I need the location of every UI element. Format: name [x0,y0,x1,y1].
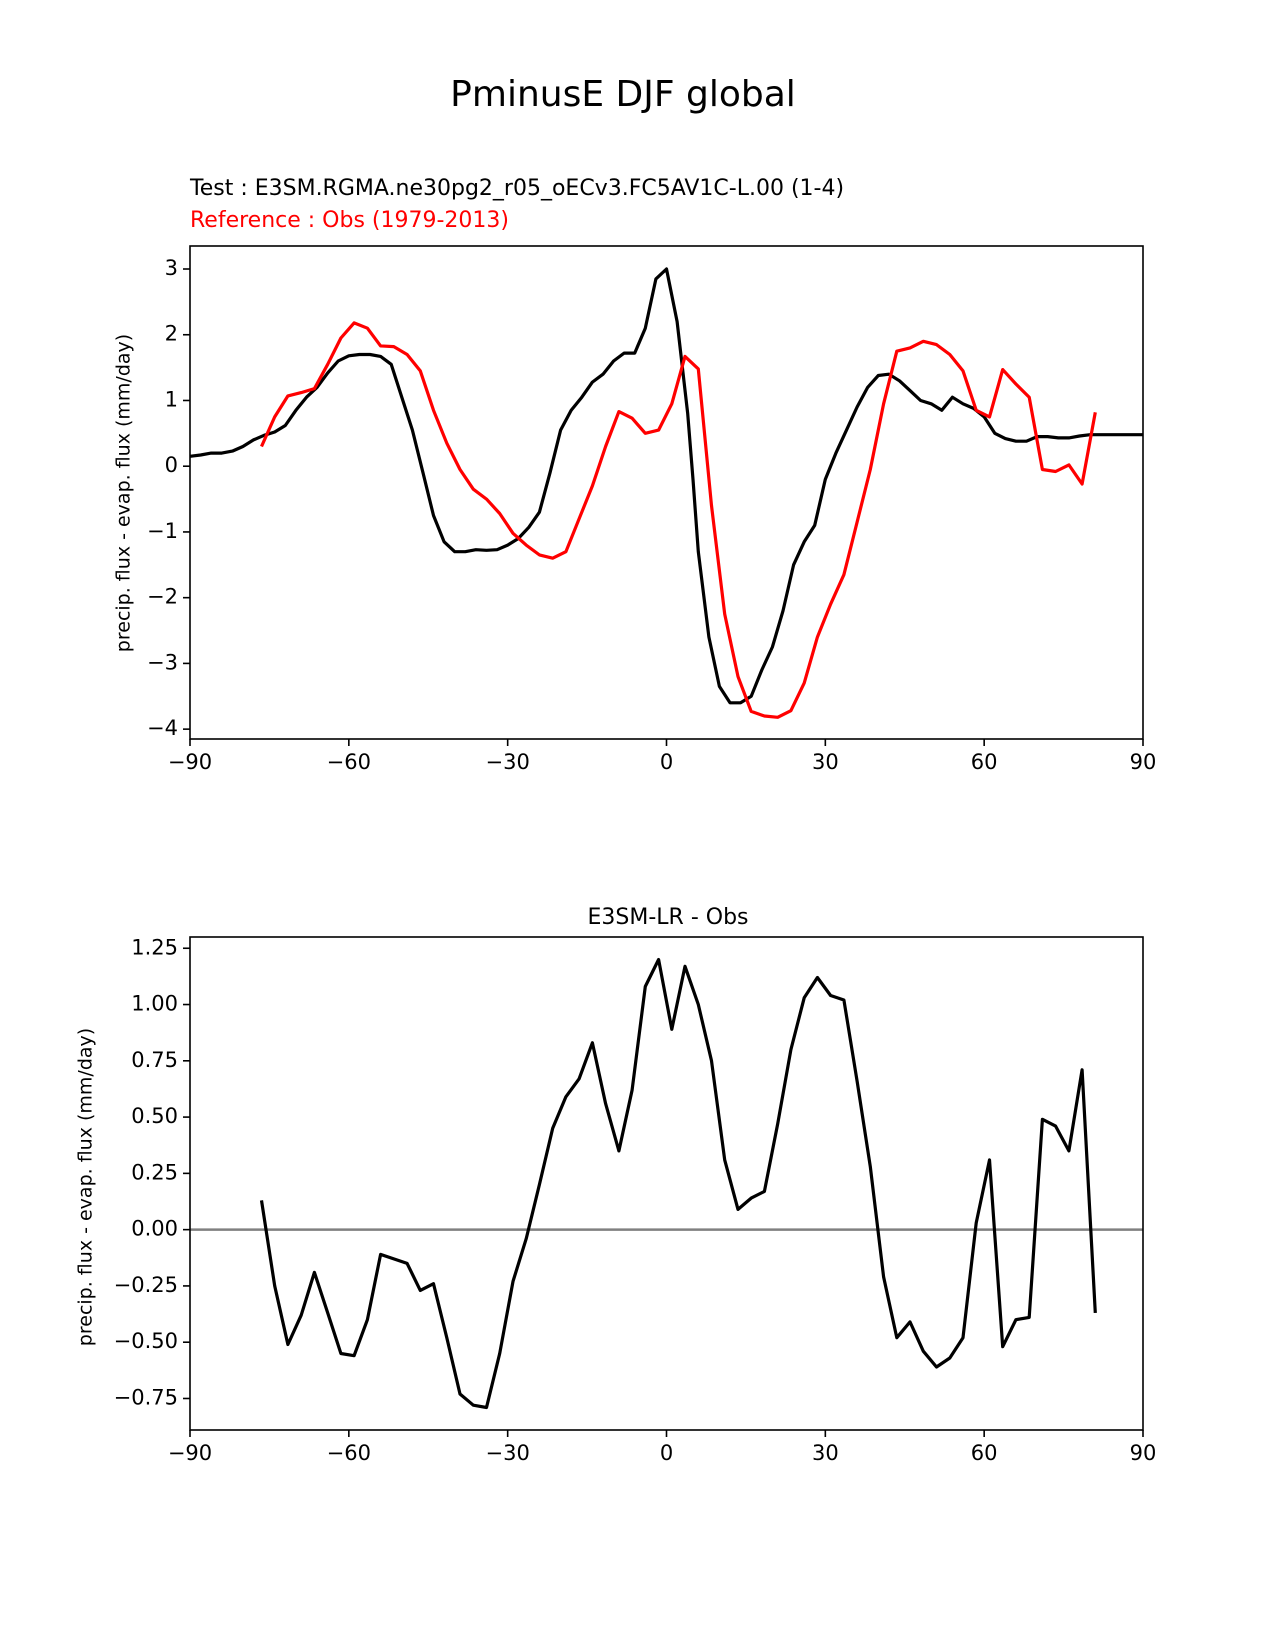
top-y-tick-label: 3 [165,256,178,280]
y-axis-label-bottom: precip. flux - evap. flux (mm/day) [75,1028,97,1346]
subtitle-reference: Reference : Obs (1979-2013) [190,208,509,233]
top-y-tick-label: −4 [147,716,178,740]
panel-difference: E3SM-LR - Obs precip. flux - evap. flux … [75,905,1157,1465]
top-y-tick-label: −1 [147,519,178,543]
bottom-y-tick-label: 1.00 [131,992,178,1016]
top-x-tick-label: 30 [812,750,839,774]
top-y-tick-label: −2 [147,585,178,609]
bottom-y-tick-label: 0.50 [131,1104,178,1128]
top-series-line-reference [260,321,1097,719]
bottom-x-tick-label: 60 [971,1441,998,1465]
top-y-tick-label: −3 [147,650,178,674]
bottom-x-tick-label: −30 [486,1441,530,1465]
plot-area-bottom: −90 −60 −30 0 30 60 90 1.25 1.00 0.75 0.50 0.25 0.00… [114,935,1157,1465]
bottom-series-line-e3sm-lr-obs [259,957,1097,1410]
top-y-tick-label: 0 [165,453,178,477]
bottom-y-tick-label: 0.75 [131,1048,178,1072]
top-x-tick-label: 0 [660,750,673,774]
figure-title: PminusE DJF global [450,74,796,115]
bottom-y-tick-label: 0.25 [131,1160,178,1184]
subtitle-test: Test : E3SM.RGMA.ne30pg2_r05_oECv3.FC5AV… [189,176,844,201]
subplot-title-difference: E3SM-LR - Obs [588,905,749,930]
y-axis-label-top: precip. flux - evap. flux (mm/day) [113,334,135,652]
bottom-x-tick-label: −60 [327,1441,371,1465]
bottom-y-tick-label: −0.50 [114,1329,178,1353]
bottom-x-tick-label: 30 [812,1441,839,1465]
bottom-y-tick-label: −0.75 [114,1385,178,1409]
bottom-x-tick-label: 90 [1130,1441,1157,1465]
bottom-y-tick-label: 0.00 [131,1217,178,1241]
panel-test-reference: Test : E3SM.RGMA.ne30pg2_r05_oECv3.FC5AV… [113,176,1157,774]
bottom-x-tick-label: 0 [660,1441,673,1465]
top-x-tick-label: 60 [971,750,998,774]
top-y-tick-label: 1 [165,387,178,411]
top-x-tick-label: 90 [1130,750,1157,774]
top-x-tick-label: −60 [327,750,371,774]
bottom-y-tick-label: −0.25 [114,1273,178,1297]
top-x-tick-label: −90 [168,750,212,774]
bottom-y-tick-label: 1.25 [131,935,178,959]
top-x-tick-label: −30 [486,750,530,774]
top-y-tick-label: 2 [165,322,178,346]
bottom-x-tick-label: −90 [168,1441,212,1465]
plot-area-top: −90 −60 −30 0 30 60 90 3 2 1 0 −1 −2 −3 −4 [147,245,1157,774]
